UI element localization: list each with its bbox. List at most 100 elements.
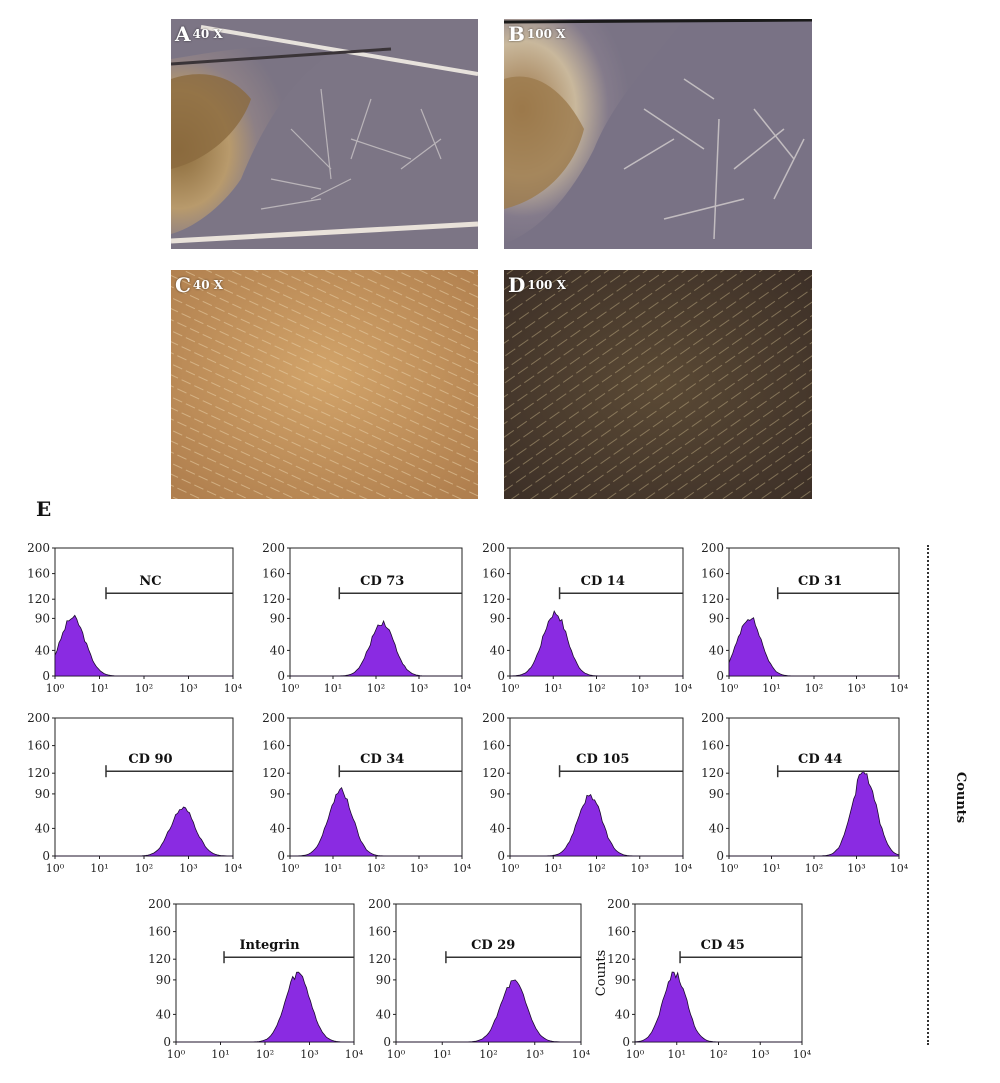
y-tick-label: 90: [35, 611, 50, 625]
photo-panel-a: A 40 X: [171, 19, 478, 249]
histogram-area: [290, 619, 462, 677]
panel-label-d: D 100 X: [508, 273, 566, 297]
y-tick-label: 90: [615, 973, 630, 987]
y-tick-label: 90: [35, 787, 50, 801]
y-tick-label: 0: [277, 849, 285, 863]
y-tick-label: 160: [262, 567, 285, 581]
x-tick-label: 10⁴: [224, 862, 243, 875]
y-tick-label: 200: [368, 897, 391, 911]
y-axis-label: Counts: [594, 950, 609, 996]
x-tick-label: 10⁴: [572, 1048, 591, 1061]
y-tick-label: 160: [482, 739, 505, 753]
histogram-cd-34: 0 40 90 120 160 200 10⁰ 10¹ 10² 10³ 10⁴ CD 34: [262, 711, 472, 875]
y-tick-label: 200: [701, 711, 724, 725]
x-tick-label: 10³: [179, 862, 197, 875]
x-tick-label: 10³: [179, 682, 197, 695]
histogram-area: [54, 614, 233, 677]
histogram-area: [396, 979, 581, 1043]
y-tick-label: 40: [709, 643, 724, 657]
marker-label: CD 29: [471, 938, 515, 953]
right-axis-label: Counts: [953, 771, 969, 824]
y-tick-label: 40: [35, 643, 50, 657]
y-tick-label: 160: [701, 739, 724, 753]
y-tick-label: 160: [27, 567, 50, 581]
x-tick-label: 10³: [751, 1048, 769, 1061]
y-tick-label: 120: [27, 766, 50, 780]
marker-label: CD 45: [701, 938, 745, 953]
y-tick-label: 200: [262, 541, 285, 555]
y-tick-label: 40: [490, 643, 505, 657]
y-tick-label: 0: [716, 669, 724, 683]
y-tick-label: 40: [35, 821, 50, 835]
plot-frame: [54, 717, 234, 857]
y-tick-label: 120: [262, 766, 285, 780]
y-tick-label: 90: [376, 973, 391, 987]
x-tick-label: 10³: [410, 682, 428, 695]
y-tick-label: 40: [376, 1007, 391, 1021]
x-tick-label: 10²: [479, 1048, 497, 1061]
y-tick-label: 120: [27, 592, 50, 606]
x-tick-label: 10²: [367, 682, 385, 695]
y-tick-label: 0: [497, 669, 505, 683]
section-label-e: E: [36, 497, 52, 521]
panel-label-b: B 100 X: [508, 22, 566, 46]
y-tick-label: 160: [368, 925, 391, 939]
y-tick-label: 40: [709, 821, 724, 835]
histogram-cd-90: 0 40 90 120 160 200 10⁰ 10¹ 10² 10³ 10⁴ CD 90: [27, 711, 243, 875]
x-tick-label: 10⁴: [453, 682, 472, 695]
y-tick-label: 90: [709, 787, 724, 801]
x-tick-label: 10³: [631, 862, 649, 875]
marker-label: Integrin: [239, 938, 300, 953]
x-tick-label: 10³: [300, 1048, 318, 1061]
y-tick-label: 200: [27, 711, 50, 725]
y-tick-label: 0: [42, 669, 50, 683]
marker-label: CD 44: [798, 752, 842, 767]
y-tick-label: 160: [27, 739, 50, 753]
y-tick-label: 0: [277, 669, 285, 683]
y-tick-label: 160: [607, 925, 630, 939]
y-tick-label: 0: [497, 849, 505, 863]
plot-frame: [175, 903, 355, 1043]
plot-frame: [289, 717, 463, 857]
histogram-cd-105: 0 40 90 120 160 200 10⁰ 10¹ 10² 10³ 10⁴ CD 105: [482, 711, 693, 875]
y-tick-label: 120: [262, 592, 285, 606]
x-tick-label: 10⁰: [167, 1048, 186, 1061]
histogram-area: [509, 610, 683, 677]
histogram-cd-44: 0 40 90 120 160 200 10⁰ 10¹ 10² 10³ 10⁴ CD 44: [701, 711, 909, 875]
x-tick-label: 10³: [847, 862, 865, 875]
x-tick-label: 10⁴: [674, 862, 693, 875]
x-tick-label: 10³: [526, 1048, 544, 1061]
x-tick-label: 10¹: [762, 862, 780, 875]
histogram-area: [510, 793, 683, 857]
y-tick-label: 200: [482, 711, 505, 725]
y-tick-label: 0: [716, 849, 724, 863]
histogram-cd-29: 0 40 90 120 160 200 10⁰ 10¹ 10² 10³ 10⁴ CD 29: [368, 897, 591, 1061]
histogram-area: [634, 971, 802, 1043]
y-tick-label: 90: [490, 787, 505, 801]
x-tick-label: 10⁰: [281, 862, 300, 875]
histogram-area: [728, 617, 899, 677]
x-tick-label: 10²: [135, 862, 153, 875]
histogram-area: [55, 806, 233, 857]
side-divider-line: [927, 545, 929, 1045]
y-tick-label: 120: [701, 592, 724, 606]
x-tick-label: 10²: [805, 862, 823, 875]
x-tick-label: 10¹: [324, 862, 342, 875]
marker-label: CD 105: [576, 752, 629, 767]
y-tick-label: 160: [262, 739, 285, 753]
x-tick-label: 10²: [709, 1048, 727, 1061]
y-tick-label: 0: [622, 1035, 630, 1049]
x-tick-label: 10²: [367, 862, 385, 875]
x-tick-label: 10⁴: [224, 682, 243, 695]
y-tick-label: 160: [148, 925, 171, 939]
y-tick-label: 120: [482, 766, 505, 780]
y-tick-label: 120: [148, 952, 171, 966]
x-tick-label: 10⁰: [281, 682, 300, 695]
x-tick-label: 10²: [135, 682, 153, 695]
histogram-nc: 0 40 90 120 160 200 10⁰ 10¹ 10² 10³ 10⁴ NC: [27, 541, 243, 695]
x-tick-label: 10⁰: [46, 682, 65, 695]
y-tick-label: 120: [368, 952, 391, 966]
x-tick-label: 10³: [847, 682, 865, 695]
y-tick-label: 200: [148, 897, 171, 911]
